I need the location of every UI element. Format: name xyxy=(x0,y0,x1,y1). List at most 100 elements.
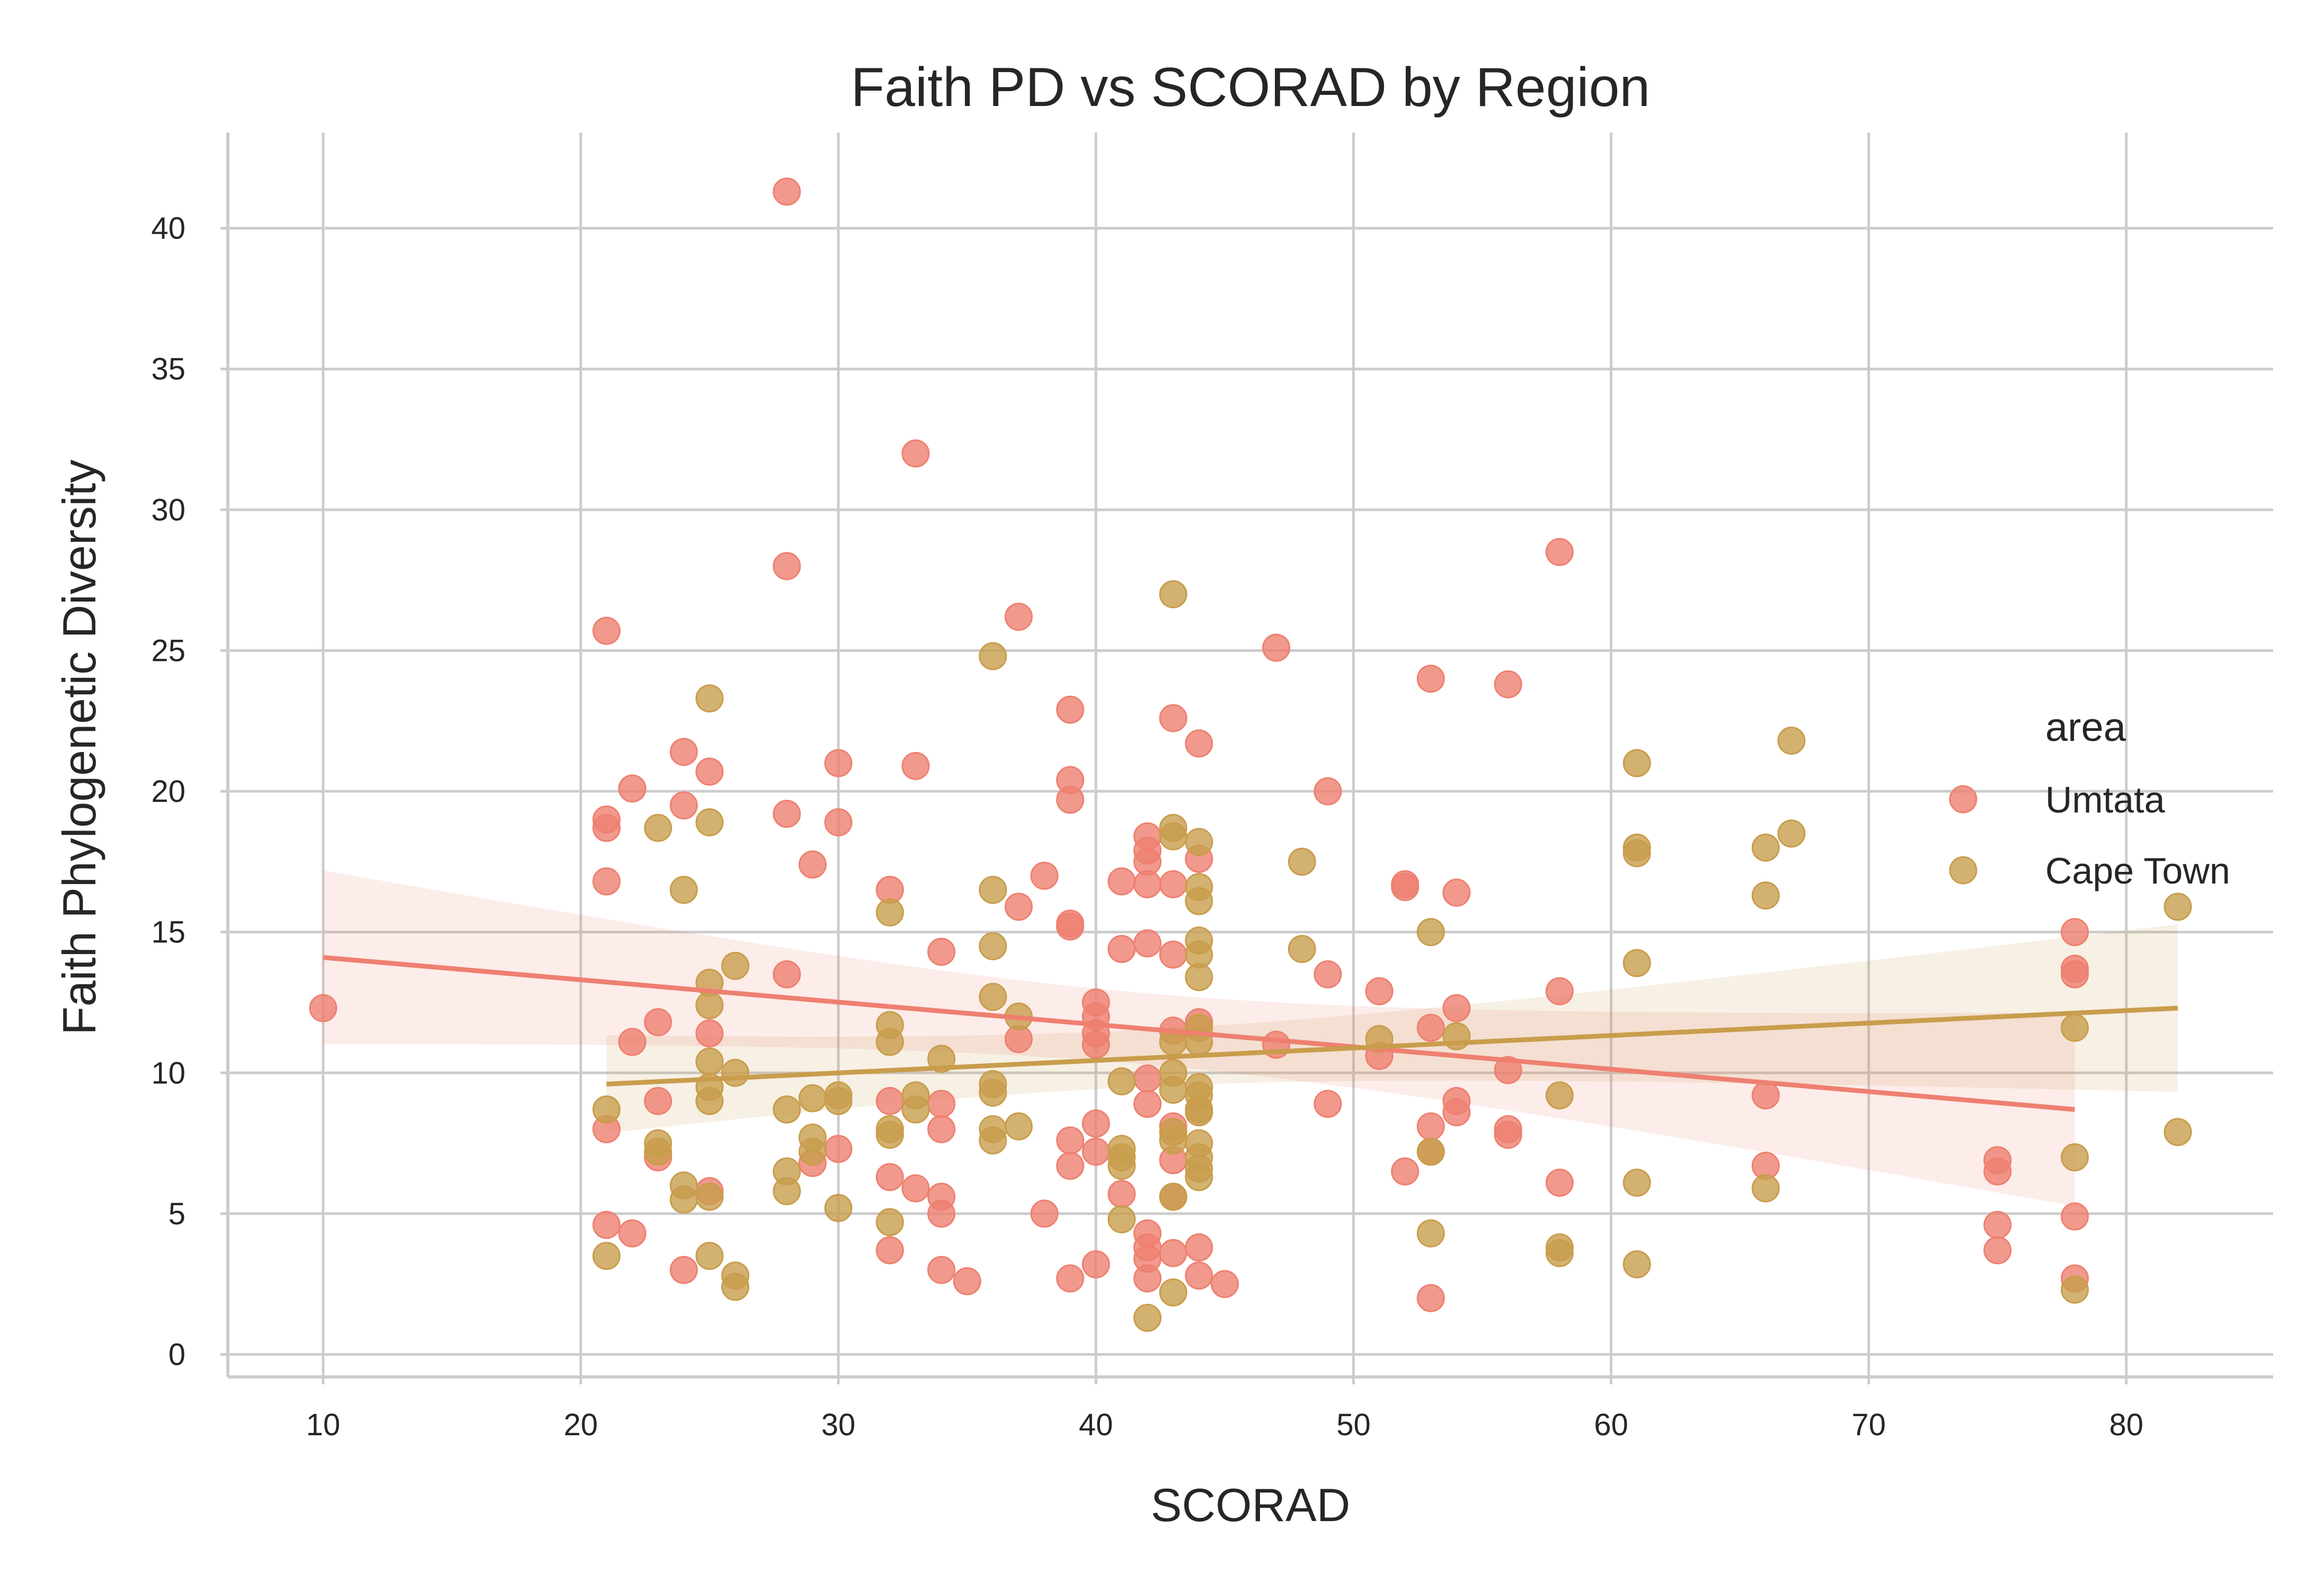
cape-town-point xyxy=(1622,749,1651,778)
umtata-point xyxy=(1056,1152,1085,1180)
umtata-point xyxy=(773,800,801,828)
cape-town-point xyxy=(799,1084,827,1112)
umtata-point xyxy=(669,791,698,820)
cape-town-point xyxy=(875,1120,904,1149)
cape-town-point xyxy=(1751,1174,1780,1203)
cape-town-point xyxy=(669,876,698,904)
cape-town-point xyxy=(979,932,1007,960)
umtata-point xyxy=(695,757,724,786)
cape-town-point xyxy=(592,1242,621,1270)
umtata-point xyxy=(953,1267,981,1295)
cape-town-point xyxy=(1416,918,1445,947)
umtata-point xyxy=(1983,1157,2012,1186)
umtata-point xyxy=(592,616,621,645)
cape-town-point xyxy=(979,1078,1007,1107)
cape-town-point xyxy=(1159,1278,1187,1307)
cape-town-point xyxy=(1622,949,1651,977)
umtata-point xyxy=(901,439,930,468)
umtata-point xyxy=(901,752,930,780)
umtata-point xyxy=(592,1211,621,1239)
umtata-point xyxy=(1391,1157,1420,1186)
umtata-point xyxy=(927,1115,956,1144)
umtata-point xyxy=(1442,878,1471,907)
x-tick-label: 30 xyxy=(821,1408,856,1442)
cape-town-point xyxy=(1777,726,1806,755)
legend-marker-umtata xyxy=(1949,785,1977,814)
x-tick-label: 60 xyxy=(1594,1408,1628,1442)
cape-town-point xyxy=(644,814,672,842)
cape-town-point xyxy=(695,1242,724,1270)
x-tick-label: 20 xyxy=(564,1408,598,1442)
umtata-point xyxy=(1107,867,1136,896)
cape-town-point xyxy=(1159,1075,1187,1104)
cape-town-point xyxy=(1185,828,1213,856)
umtata-point xyxy=(1030,861,1059,890)
cape-town-point xyxy=(1107,1067,1136,1096)
cape-town-point xyxy=(979,983,1007,1011)
cape-town-point xyxy=(824,1086,853,1115)
umtata-point xyxy=(2061,1202,2089,1231)
cape-town-point xyxy=(695,684,724,713)
umtata-point xyxy=(1983,1211,2012,1239)
umtata-point xyxy=(1030,1199,1059,1228)
umtata-point xyxy=(927,1256,956,1284)
y-tick-label: 20 xyxy=(151,774,185,809)
chart-title: Faith PD vs SCORAD by Region xyxy=(851,57,1651,118)
cape-town-point xyxy=(773,1095,801,1124)
cape-town-point xyxy=(901,1095,930,1124)
cape-town-point xyxy=(799,1137,827,1166)
cape-town-point xyxy=(1107,1152,1136,1180)
umtata-point xyxy=(1056,1126,1085,1155)
umtata-point xyxy=(669,738,698,766)
umtata-point xyxy=(927,1199,956,1228)
cape-town-point xyxy=(1622,1250,1651,1279)
cape-town-point xyxy=(1777,819,1806,848)
umtata-point xyxy=(1056,912,1085,941)
umtata-point xyxy=(773,960,801,988)
y-tick-label: 5 xyxy=(168,1197,185,1231)
cape-town-point xyxy=(824,1194,853,1222)
cape-town-point xyxy=(1159,822,1187,851)
y-tick-label: 15 xyxy=(151,915,185,950)
umtata-point xyxy=(1314,960,1342,988)
cape-town-point xyxy=(2163,1118,2192,1146)
umtata-point xyxy=(618,1219,646,1248)
umtata-point xyxy=(1004,893,1033,921)
cape-town-point xyxy=(2061,1275,2089,1304)
cape-town-point xyxy=(644,1137,672,1166)
cape-town-point xyxy=(695,808,724,836)
cape-town-point xyxy=(1545,1081,1574,1110)
cape-town-point xyxy=(1751,881,1780,910)
umtata-point xyxy=(618,774,646,803)
cape-town-point xyxy=(1185,963,1213,992)
x-tick-label: 70 xyxy=(1851,1408,1886,1442)
cape-town-point xyxy=(669,1185,698,1214)
umtata-point xyxy=(1133,870,1162,898)
cape-town-point xyxy=(695,1047,724,1076)
umtata-point xyxy=(1494,670,1522,699)
umtata-point xyxy=(773,552,801,580)
umtata-point xyxy=(2061,918,2089,947)
cape-town-point xyxy=(2163,893,2192,921)
umtata-point xyxy=(1314,777,1342,806)
cape-town-point xyxy=(1751,833,1780,862)
umtata-point xyxy=(1107,1180,1136,1208)
cape-town-point xyxy=(1416,1137,1445,1166)
umtata-point xyxy=(1081,1137,1110,1166)
umtata-point xyxy=(644,1008,672,1037)
legend-marker-cape-town xyxy=(1949,856,1977,885)
axes: 10 20 30 40 50 60 70 80 0 5 10 15 20 25 30 35 40 xyxy=(151,132,2273,1442)
legend: area Umtata Cape Town xyxy=(1949,705,2230,891)
cape-town-point xyxy=(695,1182,724,1211)
y-tick-label: 30 xyxy=(151,493,185,527)
umtata-point xyxy=(1494,1056,1522,1084)
umtata-point xyxy=(1159,940,1187,969)
cape-town-point xyxy=(2061,1143,2089,1172)
x-tick-label: 50 xyxy=(1336,1408,1371,1442)
cape-town-point xyxy=(592,1095,621,1124)
cape-town-point xyxy=(1185,1163,1213,1191)
umtata-point xyxy=(824,1135,853,1163)
y-tick-label: 0 xyxy=(168,1338,185,1372)
